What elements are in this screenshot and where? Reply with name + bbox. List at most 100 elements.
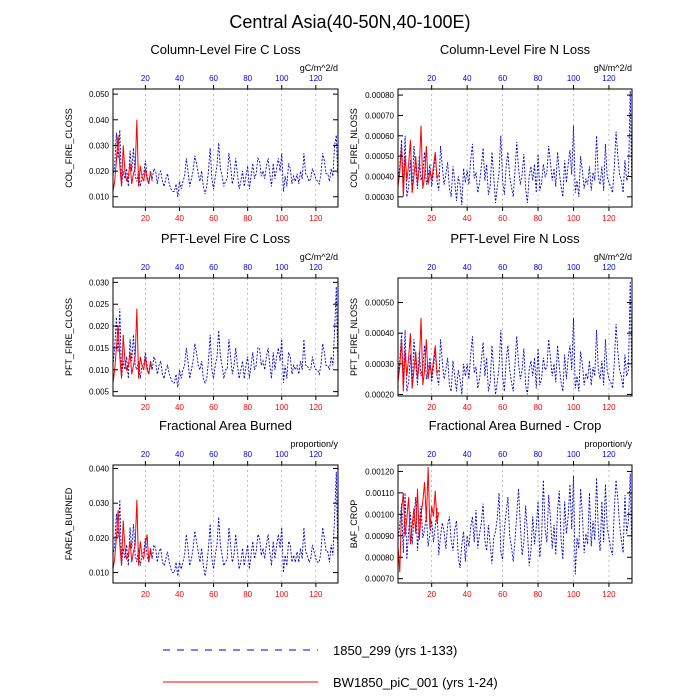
panels: Column-Level Fire C Loss gC/m^2/d COL_FIRE… xyxy=(64,42,633,599)
plot-frame xyxy=(112,277,339,397)
y-tick-label: 0.005 xyxy=(89,388,110,397)
x-tick-label-top: 80 xyxy=(534,450,543,459)
x-tick-label-top: 120 xyxy=(602,74,616,83)
x-tick-label-bottom: 120 xyxy=(602,403,616,412)
x-tick-label-top: 100 xyxy=(567,450,581,459)
units-label: proportion/y xyxy=(584,439,632,449)
series-line-bw1850 xyxy=(397,125,440,197)
chart-title: Column-Level Fire N Loss xyxy=(440,42,591,57)
chart-title: Fractional Area Burned - Crop xyxy=(429,418,602,433)
series-line-bw1850 xyxy=(397,467,440,573)
units-label: proportion/y xyxy=(290,439,338,449)
x-tick-label-bottom: 40 xyxy=(463,590,472,599)
x-tick-label-bottom: 20 xyxy=(141,403,150,412)
x-tick-label-top: 20 xyxy=(427,450,436,459)
y-tick-label: 0.00070 xyxy=(365,575,394,584)
y-axis-label: FAREA_BURNED xyxy=(64,487,74,560)
y-tick-label: 0.00070 xyxy=(365,111,394,120)
plot-frame xyxy=(397,277,633,397)
y-tick-label: 0.00080 xyxy=(365,91,394,100)
y-tick-label: 0.010 xyxy=(89,193,110,202)
y-tick-label: 0.00030 xyxy=(365,193,394,202)
x-tick-label-bottom: 120 xyxy=(309,214,323,223)
x-tick-label-bottom: 20 xyxy=(141,590,150,599)
y-tick-label: 0.030 xyxy=(89,141,110,150)
x-tick-label-bottom: 40 xyxy=(175,214,184,223)
x-tick-label-bottom: 80 xyxy=(243,214,252,223)
x-tick-label-top: 120 xyxy=(309,74,323,83)
x-tick-label-bottom: 40 xyxy=(175,590,184,599)
x-tick-label-top: 40 xyxy=(175,450,184,459)
series-line-1850-299 xyxy=(112,286,339,388)
x-tick-label-top: 100 xyxy=(275,450,289,459)
x-tick-label-top: 20 xyxy=(427,263,436,272)
chart-panel-4: Fractional Area Burned proportion/y FAREA_… xyxy=(64,418,339,599)
y-tick-label: 0.00040 xyxy=(365,172,394,181)
y-tick-label: 0.010 xyxy=(89,366,110,375)
x-tick-label-top: 60 xyxy=(498,450,507,459)
y-tick-label: 0.040 xyxy=(89,464,110,473)
x-tick-label-bottom: 20 xyxy=(141,214,150,223)
figure-title: Central Asia(40-50N,40-100E) xyxy=(229,12,470,32)
y-tick-label: 0.050 xyxy=(89,90,110,99)
x-tick-label-bottom: 80 xyxy=(534,214,543,223)
x-tick-label-bottom: 20 xyxy=(427,214,436,223)
y-tick-label: 0.00040 xyxy=(365,329,394,338)
series-line-1850-299 xyxy=(397,281,633,395)
y-tick-label: 0.00030 xyxy=(365,360,394,369)
x-tick-label-top: 40 xyxy=(463,263,472,272)
y-tick-label: 0.020 xyxy=(89,167,110,176)
x-tick-label-top: 40 xyxy=(175,263,184,272)
x-tick-label-top: 100 xyxy=(567,74,581,83)
x-tick-label-top: 120 xyxy=(309,263,323,272)
legend: 1850_299 (yrs 1-133) BW1850_piC_001 (yrs… xyxy=(163,643,498,690)
x-tick-label-bottom: 120 xyxy=(602,590,616,599)
series-line-1850-299 xyxy=(397,473,633,575)
x-tick-label-top: 60 xyxy=(498,263,507,272)
chart-title: PFT-Level Fire C Loss xyxy=(161,231,291,246)
series-line-bw1850 xyxy=(112,499,153,570)
plot-frame xyxy=(397,464,633,584)
x-tick-label-top: 100 xyxy=(275,74,289,83)
chart-title: Column-Level Fire C Loss xyxy=(150,42,301,57)
x-tick-label-top: 60 xyxy=(498,74,507,83)
chart-panel-2: PFT-Level Fire C Loss gC/m^2/d PFT_FIRE_CL… xyxy=(64,231,339,412)
y-tick-label: 0.030 xyxy=(89,278,110,287)
x-tick-label-bottom: 100 xyxy=(275,403,289,412)
x-tick-label-bottom: 100 xyxy=(275,214,289,223)
plot-frame xyxy=(112,88,339,208)
y-axis-label: COL_FIRE_CLOSS xyxy=(64,108,74,188)
x-tick-label-top: 20 xyxy=(141,263,150,272)
x-tick-label-bottom: 60 xyxy=(209,403,218,412)
x-tick-label-bottom: 40 xyxy=(175,403,184,412)
y-axis-label: BAF_CROP xyxy=(349,500,359,549)
y-axis-label: PFT_FIRE_NLOSS xyxy=(349,298,359,376)
x-tick-label-top: 120 xyxy=(602,263,616,272)
x-tick-label-bottom: 40 xyxy=(463,403,472,412)
legend-label-1850-299: 1850_299 (yrs 1-133) xyxy=(333,643,457,658)
x-tick-label-bottom: 100 xyxy=(275,590,289,599)
y-tick-label: 0.00080 xyxy=(365,553,394,562)
units-label: gC/m^2/d xyxy=(300,63,338,73)
chart-title: Fractional Area Burned xyxy=(159,418,292,433)
series-line-bw1850 xyxy=(397,317,440,392)
plot-frame xyxy=(397,88,633,208)
x-tick-label-bottom: 100 xyxy=(567,403,581,412)
x-tick-label-top: 20 xyxy=(141,74,150,83)
y-tick-label: 0.00100 xyxy=(365,510,394,519)
y-axis-label: COL_FIRE_NLOSS xyxy=(349,108,359,188)
chart-panel-3: PFT-Level Fire N Loss gN/m^2/d PFT_FIRE_NL… xyxy=(349,231,633,412)
x-tick-label-top: 80 xyxy=(243,74,252,83)
x-tick-label-bottom: 120 xyxy=(309,590,323,599)
x-tick-label-top: 20 xyxy=(141,450,150,459)
x-tick-label-top: 60 xyxy=(209,263,218,272)
x-tick-label-top: 60 xyxy=(209,74,218,83)
y-axis-label: PFT_FIRE_CLOSS xyxy=(64,298,74,376)
y-tick-label: 0.00050 xyxy=(365,299,394,308)
x-tick-label-bottom: 120 xyxy=(309,403,323,412)
y-tick-label: 0.040 xyxy=(89,116,110,125)
x-tick-label-top: 100 xyxy=(275,263,289,272)
legend-label-bw1850: BW1850_piC_001 (yrs 1-24) xyxy=(333,675,498,690)
y-tick-label: 0.030 xyxy=(89,499,110,508)
